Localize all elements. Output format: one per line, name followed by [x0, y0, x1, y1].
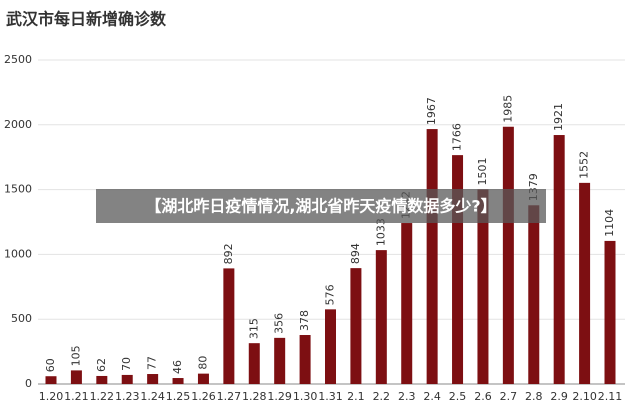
data-label: 1552	[578, 151, 591, 179]
bar	[299, 335, 311, 384]
data-label: 1033	[374, 218, 387, 246]
x-tick-label: 2.5	[449, 390, 467, 403]
bar	[452, 155, 464, 384]
data-label: 60	[44, 358, 57, 372]
bar	[426, 129, 438, 384]
data-label: 105	[69, 345, 82, 366]
x-tick-label: 1.21	[64, 390, 89, 403]
bar	[223, 268, 235, 384]
banner-text: 【湖北昨日疫情情况,湖北省昨天疫情数据多少?】	[145, 197, 496, 216]
data-label: 1967	[425, 97, 438, 125]
y-tick-label: 2500	[4, 53, 32, 66]
bar	[147, 374, 159, 384]
x-tick-label: 1.24	[140, 390, 165, 403]
x-tick-label: 2.2	[373, 390, 391, 403]
bar	[274, 337, 286, 384]
x-tick-label: 2.3	[398, 390, 416, 403]
bar	[172, 378, 184, 384]
x-tick-label: 1.20	[39, 390, 64, 403]
bar	[502, 126, 514, 384]
x-tick-label: 1.23	[115, 390, 140, 403]
x-tick-label: 2.7	[500, 390, 518, 403]
x-tick-label: 1.31	[318, 390, 343, 403]
bar	[350, 268, 362, 384]
data-label: 1766	[451, 123, 464, 151]
bar	[401, 223, 413, 384]
y-tick-label: 1500	[4, 183, 32, 196]
data-label: 80	[196, 356, 209, 370]
x-tick-label: 1.22	[90, 390, 115, 403]
x-tick-label: 2.8	[525, 390, 543, 403]
bar	[96, 375, 108, 384]
chart-title: 武汉市每日新增确诊数	[6, 10, 167, 29]
data-label: 62	[95, 358, 108, 372]
x-tick-label: 1.29	[267, 390, 292, 403]
bar	[45, 376, 57, 384]
x-tick-label: 1.25	[166, 390, 191, 403]
data-label: 77	[146, 356, 159, 370]
data-label: 46	[171, 360, 184, 374]
banner-bg	[96, 189, 546, 223]
data-label: 1104	[603, 209, 616, 237]
y-tick-label: 2000	[4, 118, 32, 131]
x-tick-label: 1.27	[217, 390, 242, 403]
data-label: 70	[120, 357, 133, 371]
bar	[375, 250, 387, 384]
bar	[197, 373, 209, 384]
x-tick-label: 2.11	[598, 390, 623, 403]
x-tick-label: 2.9	[550, 390, 568, 403]
x-tick-label: 2.4	[423, 390, 441, 403]
x-tick-label: 1.28	[242, 390, 267, 403]
data-label: 378	[298, 310, 311, 331]
data-label: 576	[324, 284, 337, 305]
data-label: 1501	[476, 157, 489, 185]
bar	[528, 205, 540, 384]
x-tick-label: 2.6	[474, 390, 492, 403]
x-tick-label: 2.10	[572, 390, 597, 403]
bar	[248, 343, 260, 384]
x-tick-label: 1.26	[191, 390, 216, 403]
bar	[70, 370, 82, 384]
bar	[477, 189, 489, 384]
data-label: 1985	[501, 95, 514, 123]
data-label: 356	[273, 313, 286, 334]
y-tick-label: 500	[11, 312, 32, 325]
data-label: 894	[349, 243, 362, 264]
bar	[604, 240, 616, 384]
bar	[325, 309, 336, 384]
data-label: 315	[247, 318, 260, 339]
bar	[553, 135, 565, 384]
x-tick-label: 1.30	[293, 390, 318, 403]
x-tick-label: 2.1	[347, 390, 365, 403]
y-tick-label: 0	[25, 377, 32, 390]
data-label: 892	[222, 243, 235, 264]
bar	[121, 374, 133, 384]
data-label: 1921	[552, 103, 565, 131]
bar	[579, 182, 591, 384]
y-tick-label: 1000	[4, 247, 32, 260]
